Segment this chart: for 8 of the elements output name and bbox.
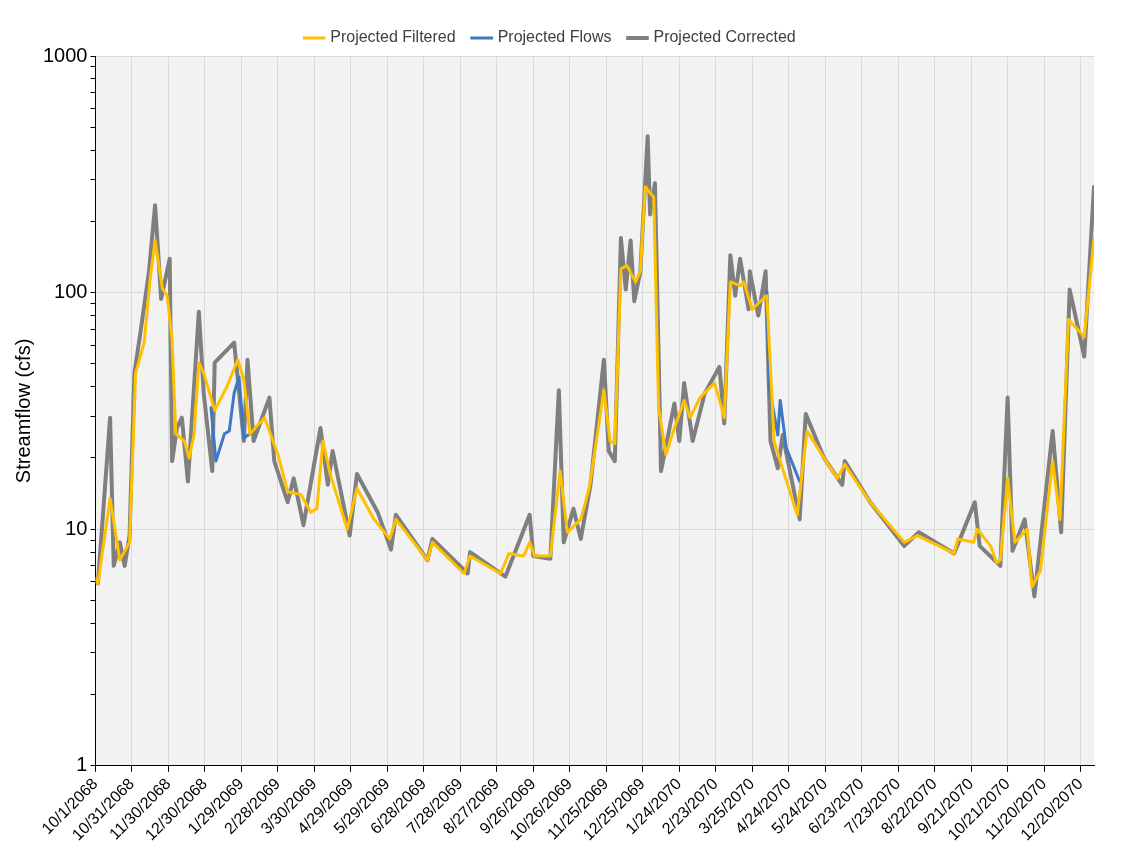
legend-label: Projected Corrected <box>653 28 796 46</box>
y-tick-label: 1 <box>76 753 88 776</box>
legend-label: Projected Flows <box>497 28 612 46</box>
y-tick-label: 1000 <box>42 43 88 66</box>
y-tick-label: 100 <box>54 280 88 303</box>
y-tick-label: 10 <box>65 516 88 539</box>
legend-label: Projected Filtered <box>330 28 456 46</box>
y-axis-title: Streamflow (cfs) <box>11 338 34 484</box>
